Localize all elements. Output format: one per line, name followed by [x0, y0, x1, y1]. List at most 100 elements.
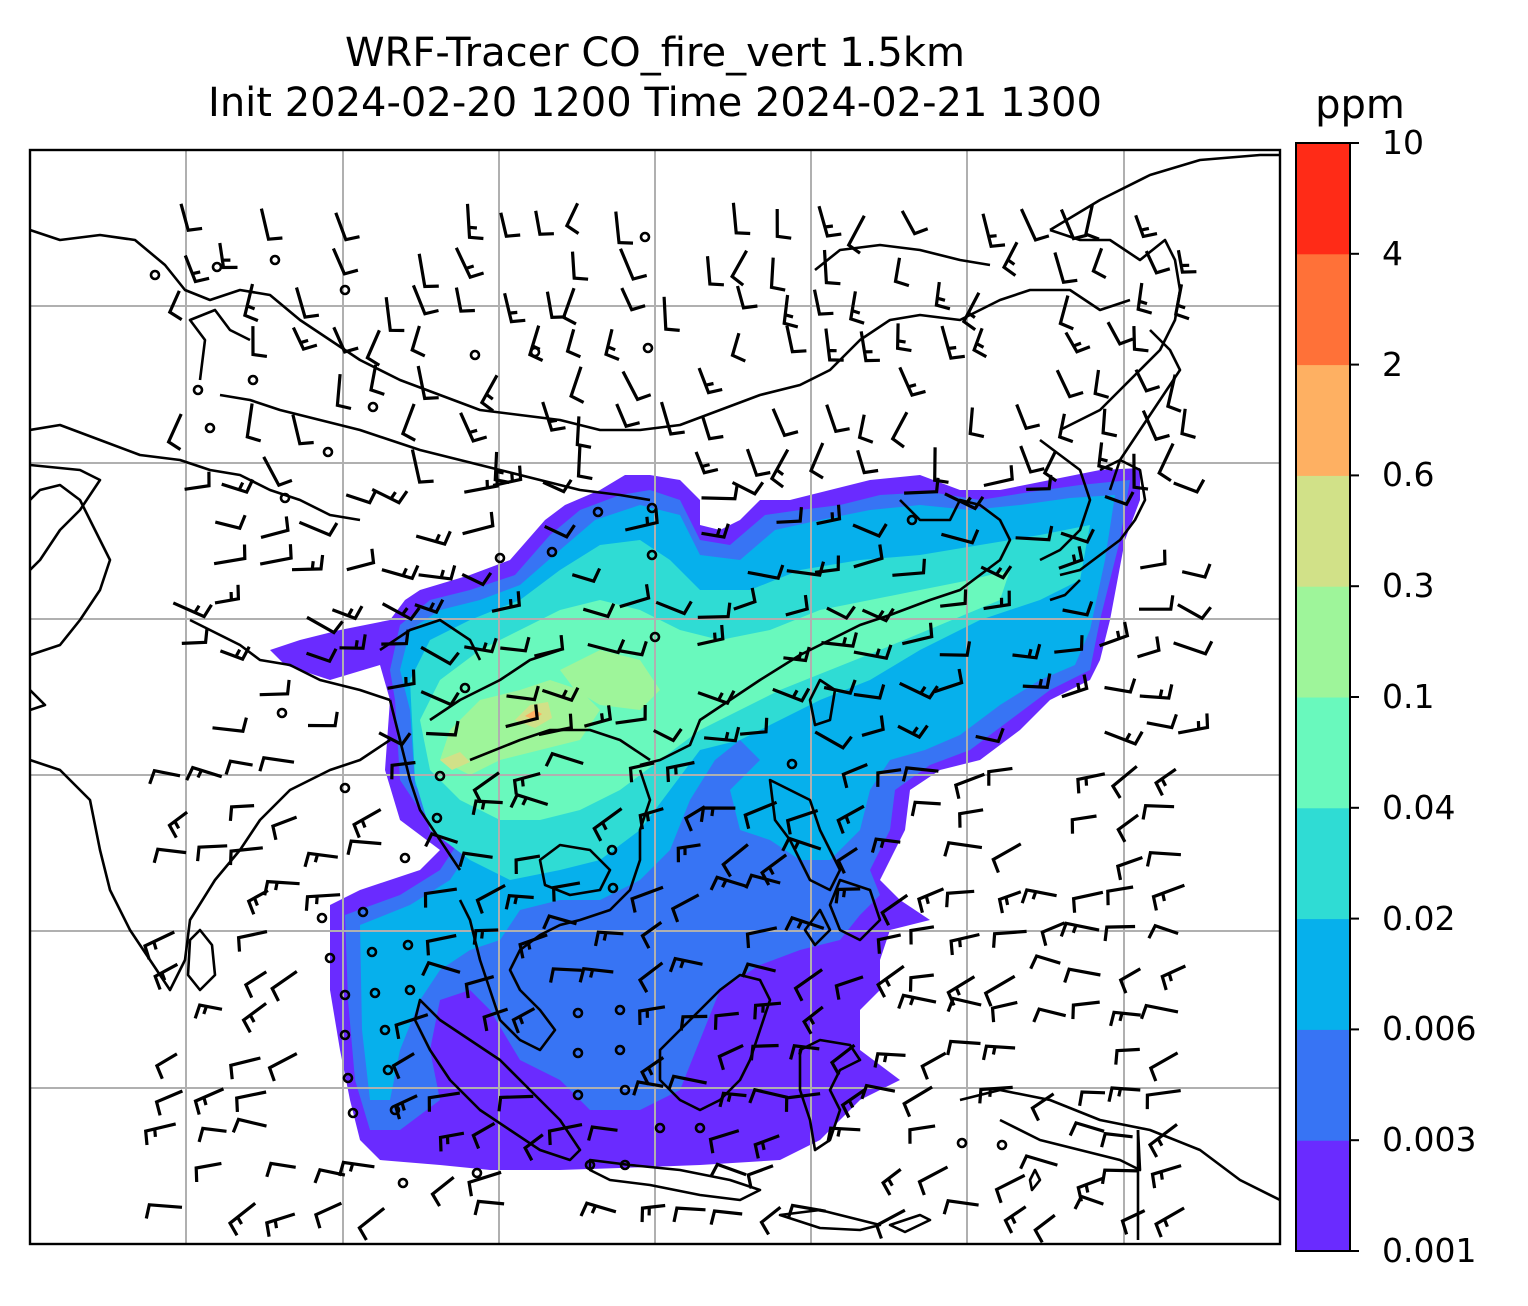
wind-barb-calm [213, 263, 221, 271]
wind-barb [220, 243, 238, 268]
colorbar-segment [1296, 1029, 1350, 1140]
wind-barb [942, 326, 965, 358]
wind-barb [1154, 885, 1185, 910]
wind-barb [1139, 595, 1173, 609]
wind-barb [267, 1214, 295, 1237]
wind-barb [1153, 1166, 1182, 1189]
wind-barb [213, 718, 247, 732]
wind-barb [1061, 923, 1099, 936]
wind-barb [1162, 966, 1185, 990]
wind-barb [346, 490, 376, 503]
wind-barb [230, 1203, 255, 1235]
colorbar-tick-label: 0.02 [1382, 901, 1455, 937]
wind-barb [922, 1053, 945, 1079]
co-tracer-fill [270, 468, 1140, 1170]
wind-barb [1156, 769, 1176, 795]
wind-barb [983, 214, 1005, 247]
wind-barb [1174, 641, 1212, 654]
wind-barb [1103, 409, 1117, 436]
wind-barb [468, 204, 484, 239]
wind-barb [733, 333, 746, 361]
wind-barb-calm [369, 403, 377, 411]
wind-barb [1182, 409, 1196, 438]
wind-barb [573, 252, 589, 280]
wind-barb-calm [644, 344, 652, 352]
wind-barb [883, 1169, 901, 1195]
wind-barb [226, 761, 253, 774]
wind-barb [1168, 375, 1181, 412]
wind-barb [1143, 411, 1169, 440]
wind-barb [1075, 1197, 1103, 1210]
wind-barb [1116, 1049, 1140, 1064]
wind-barb [1147, 1091, 1180, 1110]
wind-barb [233, 1119, 266, 1132]
wind-barb [386, 297, 404, 330]
wind-barb [748, 1166, 773, 1189]
wind-barb [354, 810, 381, 838]
wind-barb [1031, 956, 1061, 969]
wind-barb [215, 515, 245, 528]
wind-barb [662, 402, 685, 434]
colorbar-unit-label: ppm [1290, 82, 1430, 128]
wind-barb [947, 891, 975, 907]
wind-barb [464, 472, 497, 492]
wind-barb [920, 1167, 948, 1195]
wind-barb [1178, 250, 1196, 272]
wind-barb [1118, 815, 1138, 842]
wind-barb [267, 1163, 296, 1176]
wind-barb [984, 465, 1012, 485]
wind-barb [732, 251, 747, 285]
wind-barb [733, 203, 750, 234]
wind-barb [272, 971, 297, 1001]
colorbar-segment [1296, 919, 1350, 1030]
colorbar-tick-label: 0.1 [1382, 679, 1434, 715]
wind-barb [902, 211, 928, 234]
wind-barb [960, 810, 983, 828]
wind-barb [260, 544, 291, 564]
wind-barb [505, 293, 526, 321]
wind-barb [581, 1203, 616, 1216]
wind-barb [333, 249, 358, 274]
wind-barb [1000, 892, 1021, 913]
wind-barb [1150, 1124, 1177, 1157]
wind-barb [577, 416, 591, 447]
wind-barb [912, 802, 940, 816]
colorbar [1296, 143, 1359, 1252]
wind-barb [699, 368, 722, 393]
wind-barb [348, 841, 381, 855]
wind-barb [1080, 1092, 1105, 1106]
wind-barb [169, 414, 182, 450]
wind-barb [1055, 253, 1077, 283]
wind-barb [461, 413, 487, 441]
wind-barb [214, 545, 245, 564]
wind-barb [911, 927, 934, 945]
wind-barb [543, 402, 566, 430]
wind-barb [664, 297, 680, 331]
colorbar-segment [1296, 365, 1350, 476]
wind-barb [413, 285, 438, 313]
colorbar-segment [1296, 475, 1350, 586]
wind-barb [1066, 333, 1090, 352]
wind-barb [980, 1087, 1013, 1103]
wind-barb [501, 213, 520, 237]
colorbar-segment [1296, 254, 1350, 365]
wind-barb-calm [278, 709, 286, 717]
wind-barb [711, 1211, 742, 1225]
wind-barb [708, 256, 724, 285]
wind-barb [851, 291, 864, 323]
wind-barb [245, 284, 258, 321]
wind-barb [994, 931, 1027, 947]
wind-barb [433, 1177, 454, 1206]
wind-barb [1148, 853, 1181, 867]
wind-barb [993, 844, 1021, 873]
wind-barb [826, 329, 844, 361]
wind-barb [815, 290, 834, 314]
wind-barb [711, 1164, 746, 1176]
wind-barb [239, 932, 267, 952]
wind-barb [173, 603, 211, 617]
wind-barb [898, 323, 912, 350]
wind-barb [1060, 296, 1073, 329]
wind-barb [935, 447, 949, 482]
wind-barb [1021, 1156, 1058, 1169]
wind-barb [1143, 806, 1174, 820]
